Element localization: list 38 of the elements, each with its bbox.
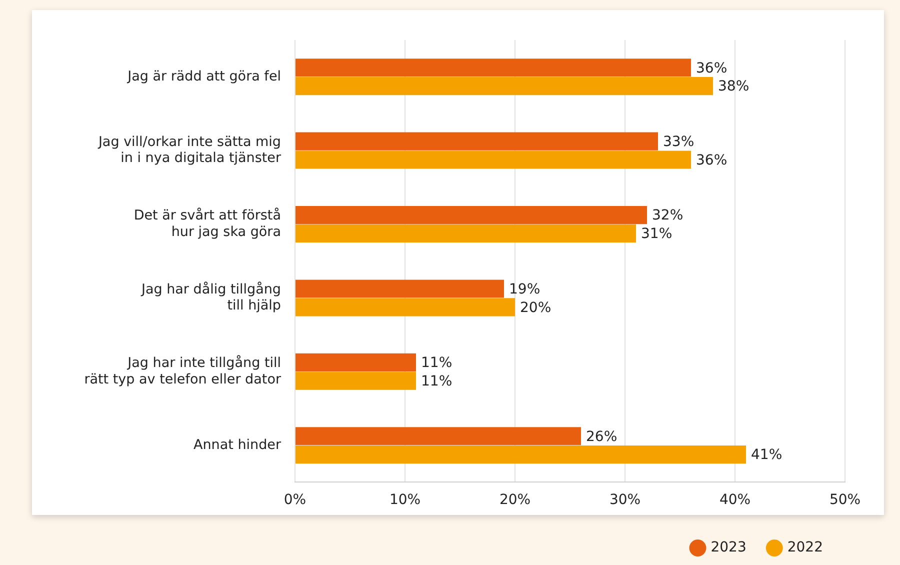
bar xyxy=(296,280,504,298)
x-tick-label: 0% xyxy=(284,492,306,508)
bar xyxy=(296,427,581,446)
data-label: 33% xyxy=(663,134,694,150)
bar xyxy=(296,298,515,316)
y-tick-label: Jag är rädd att göra fel xyxy=(126,68,281,84)
data-label: 41% xyxy=(751,447,782,464)
bar xyxy=(296,446,746,464)
y-tick-label: Jag har dålig tillgång till hjälp xyxy=(140,281,281,314)
bar xyxy=(296,150,691,169)
data-label: 26% xyxy=(586,428,618,445)
y-tick-label: Annat hinder xyxy=(194,436,282,453)
data-label: 19% xyxy=(509,281,540,298)
data-label: 11% xyxy=(421,374,452,390)
x-tick-label: 50% xyxy=(829,492,861,508)
x-tick-label: 30% xyxy=(609,492,641,508)
data-label: 36% xyxy=(696,152,728,168)
x-tick-label: 10% xyxy=(389,492,421,508)
bar xyxy=(296,372,416,390)
bar xyxy=(296,224,636,242)
legend-label: 2023 xyxy=(710,540,746,556)
data-label: 20% xyxy=(520,300,552,316)
y-tick-label: Det är svårt att förstå hur jag ska göra xyxy=(134,208,281,240)
y-tick-label: Jag vill/orkar inte sätta mig in i nya digitala tjänster xyxy=(97,134,282,166)
x-tick-label: 20% xyxy=(499,492,531,508)
legend-label: 2022 xyxy=(787,540,824,556)
data-label: 38% xyxy=(718,78,750,95)
bar xyxy=(296,58,691,77)
bar xyxy=(296,353,416,372)
bar xyxy=(296,77,713,96)
y-tick-label: Jag har inte tillgång till rätt typ av telefon eller dator xyxy=(84,355,282,388)
data-label: 32% xyxy=(652,208,684,224)
data-label: 11% xyxy=(421,355,452,372)
x-tick-label: 40% xyxy=(719,492,751,508)
data-label: 36% xyxy=(696,60,728,76)
bar xyxy=(296,132,658,150)
data-label: 31% xyxy=(641,226,672,242)
bar xyxy=(296,206,647,224)
